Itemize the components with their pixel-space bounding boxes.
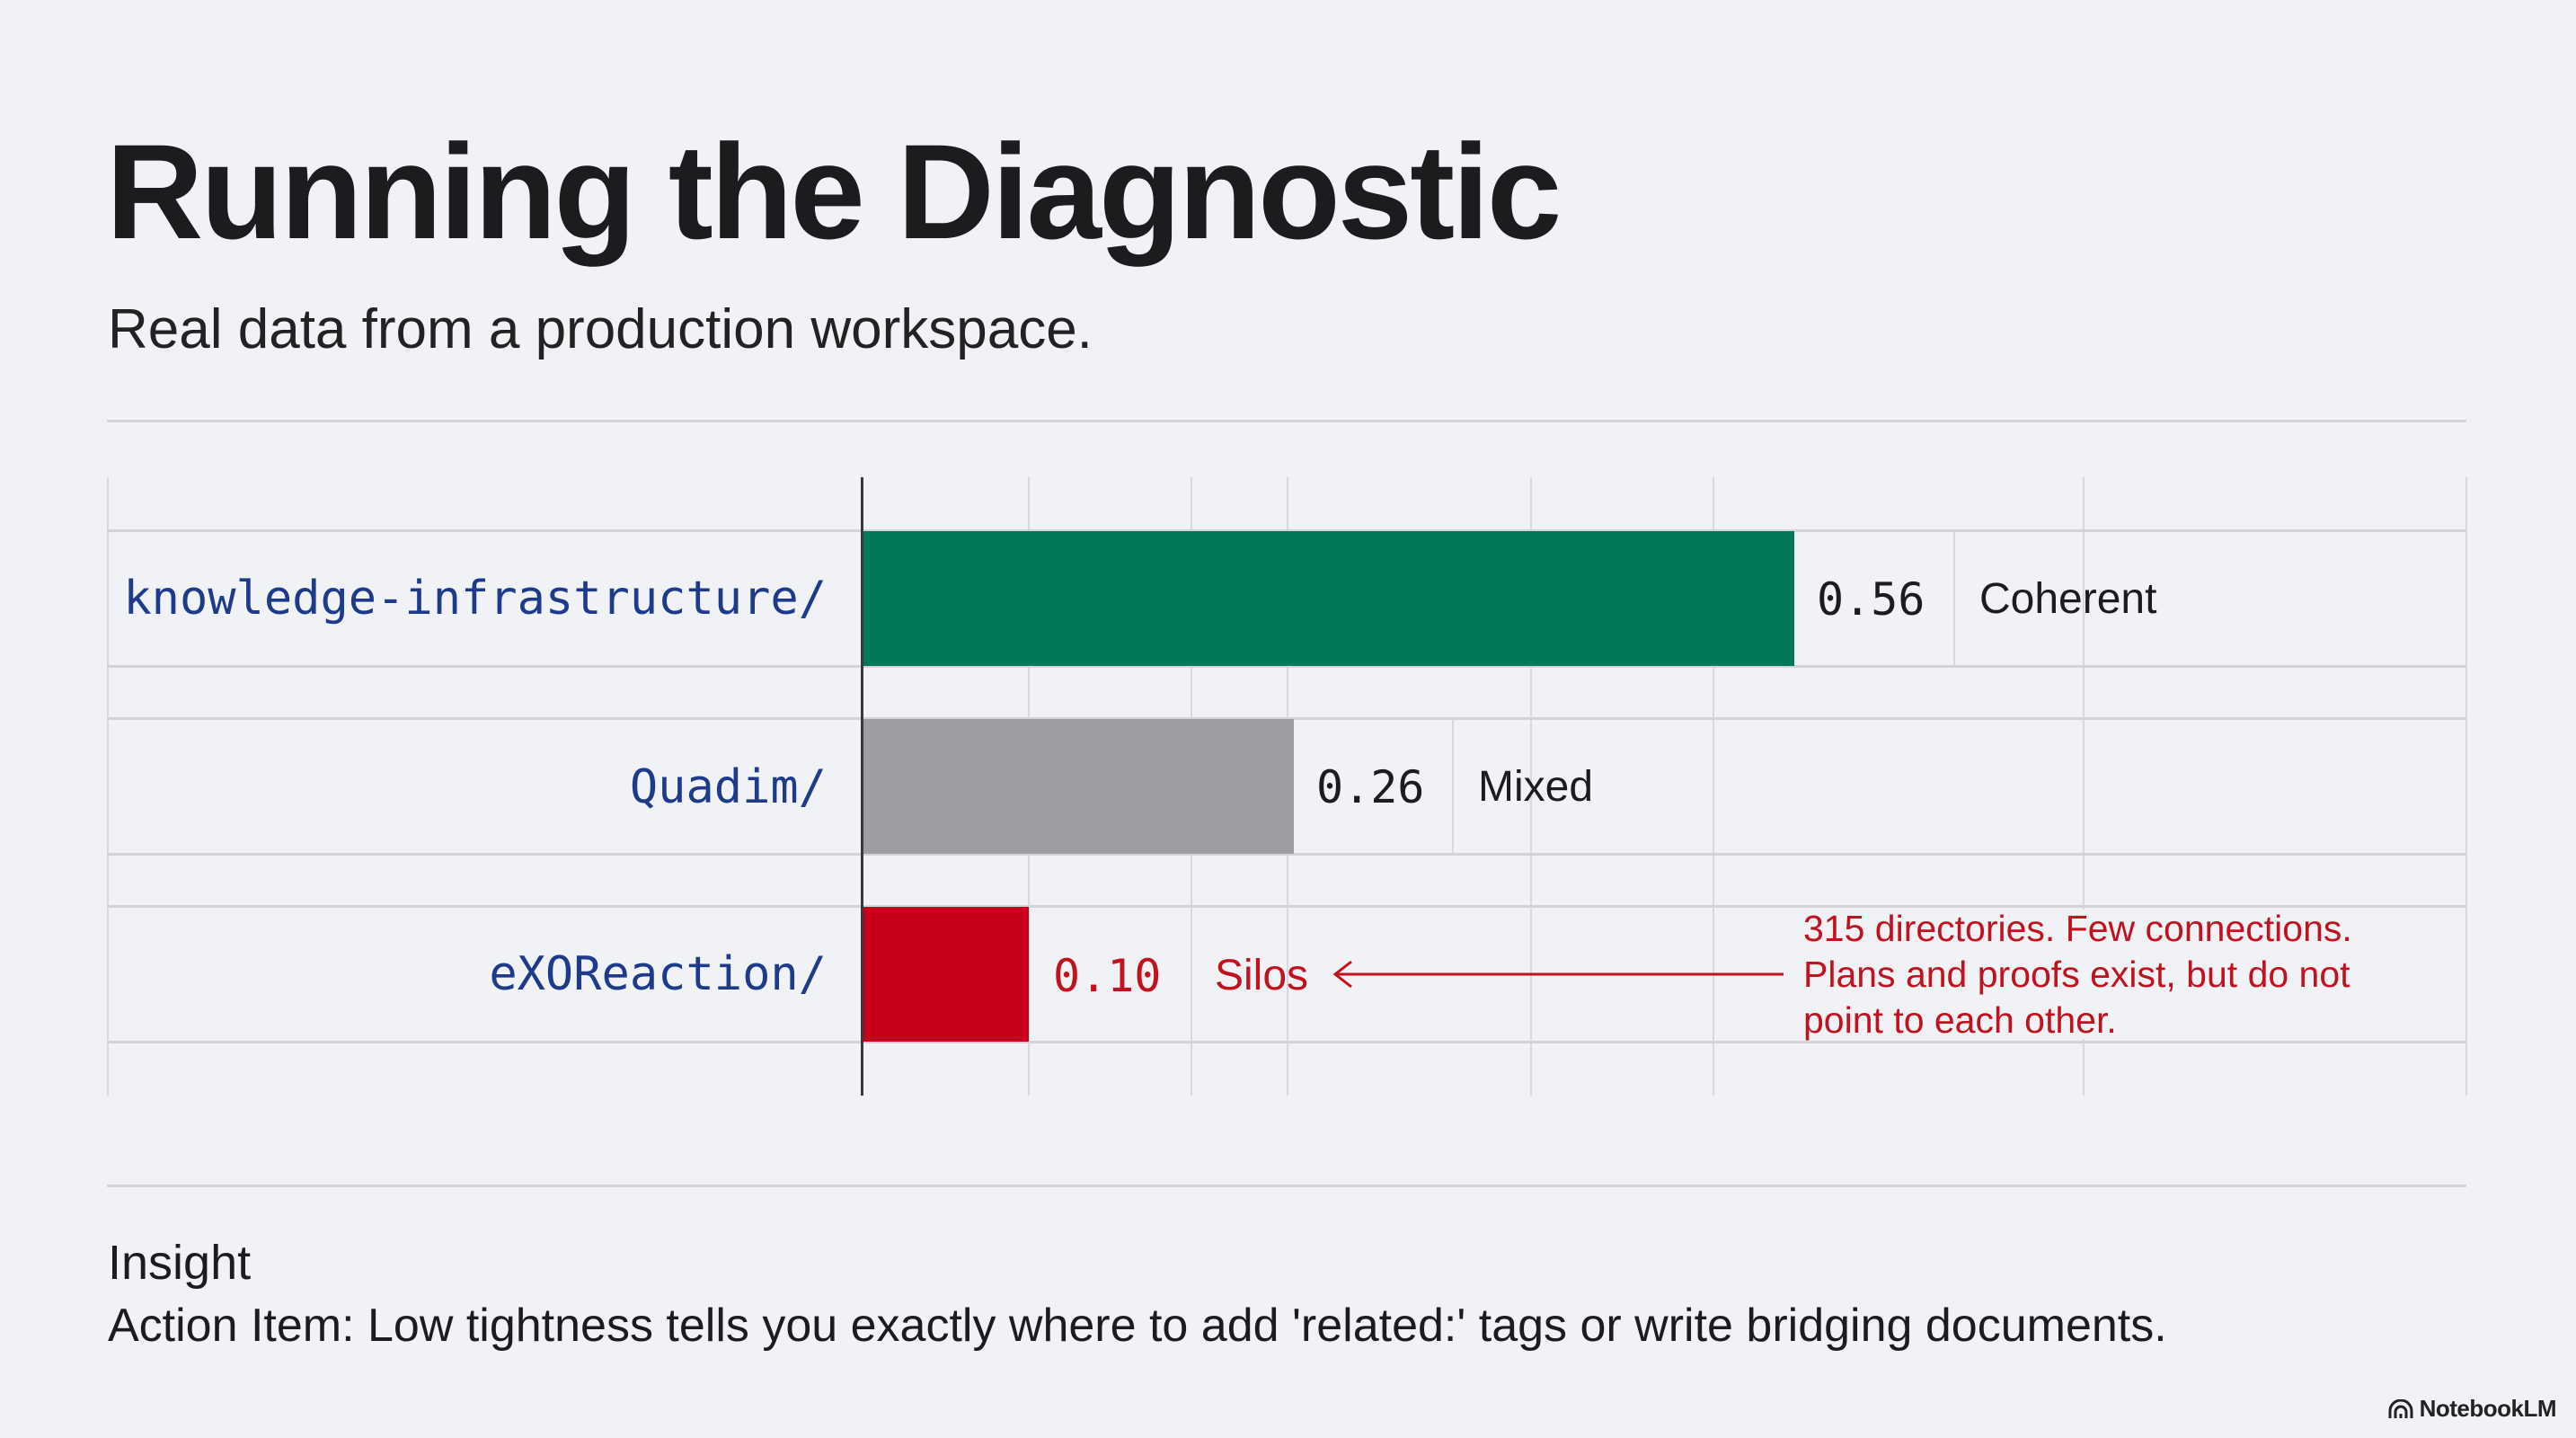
- gridline-h: [107, 905, 2466, 908]
- gridline-right-edge: [2465, 477, 2467, 1096]
- row-label: Quadim/: [629, 760, 827, 814]
- annotation-backdrop: [1784, 910, 2413, 1039]
- top-divider: [107, 420, 2466, 422]
- slide-subtitle: Real data from a production workspace.: [108, 298, 1093, 360]
- bar-silos: [863, 907, 1029, 1042]
- annotation-line: 315 directories. Few connections.: [1803, 908, 2352, 949]
- bar-coherent: [863, 531, 1794, 666]
- insight-heading: Insight: [108, 1236, 252, 1290]
- bar-mixed: [863, 719, 1294, 854]
- row-label: eXOReaction/: [489, 947, 827, 1001]
- brand-name: NotebookLM: [2419, 1395, 2557, 1422]
- arrow-left-icon: [1332, 960, 1784, 989]
- annotation-line: Plans and proofs exist, but do not: [1803, 954, 2350, 995]
- value-label: 0.56: [1817, 573, 1925, 626]
- gridline-h: [107, 853, 2466, 856]
- gridline-v: [1530, 477, 1532, 1096]
- gridline-h: [107, 665, 2466, 668]
- gridline-left-edge: [107, 477, 109, 1096]
- gridline-h: [107, 529, 2466, 532]
- value-label: 0.10: [1053, 950, 1162, 1002]
- annotation-line: point to each other.: [1803, 999, 2117, 1041]
- brand-watermark: NotebookLM: [2387, 1395, 2557, 1423]
- gridline-v: [1713, 477, 1714, 1096]
- status-label: Silos: [1215, 952, 1309, 999]
- insight-body: Action Item: Low tightness tells you exa…: [108, 1300, 2167, 1352]
- value-label: 0.26: [1316, 761, 1425, 813]
- row-label: knowledge-infrastructure/: [123, 572, 827, 626]
- annotation-text: 315 directories. Few connections. Plans …: [1803, 906, 2432, 1043]
- bottom-divider: [107, 1185, 2466, 1187]
- cell-divider: [1452, 719, 1454, 854]
- gridline-v: [2083, 477, 2085, 1096]
- status-label: Coherent: [1979, 575, 2157, 623]
- y-axis-line: [861, 477, 863, 1096]
- status-label: Mixed: [1478, 763, 1594, 811]
- slide-title: Running the Diagnostic: [106, 116, 1562, 267]
- cell-divider: [1953, 531, 1955, 666]
- gridline-h: [107, 1041, 2466, 1043]
- gridline-h: [107, 717, 2466, 720]
- notebooklm-logo-icon: [2388, 1398, 2413, 1418]
